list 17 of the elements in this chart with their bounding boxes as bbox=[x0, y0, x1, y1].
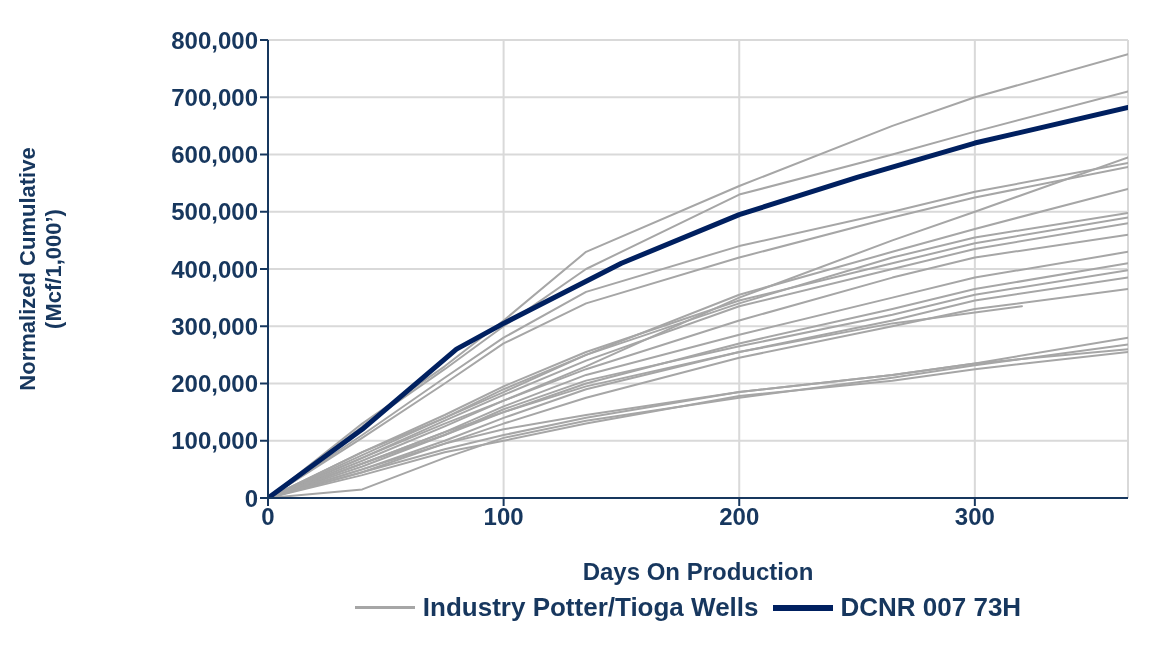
y-tick-label: 200,000 bbox=[171, 370, 258, 398]
legend-label: Industry Potter/Tioga Wells bbox=[422, 592, 759, 623]
y-axis-title: Normalized Cumulative (Mcf/1,000’) bbox=[15, 147, 66, 391]
y-tick-label: 500,000 bbox=[171, 198, 258, 226]
y-tick-label: 400,000 bbox=[171, 255, 258, 283]
legend-label: DCNR 007 73H bbox=[840, 592, 1022, 623]
y-tick-label: 0 bbox=[244, 484, 258, 512]
x-axis-title: Days On Production bbox=[582, 558, 814, 585]
x-tick-label: 0 bbox=[261, 503, 275, 531]
y-tick-label: 300,000 bbox=[171, 312, 258, 340]
y-tick-label: 100,000 bbox=[171, 427, 258, 455]
y-tick-label: 600,000 bbox=[171, 141, 258, 169]
x-tick-label: 300 bbox=[954, 503, 995, 531]
x-tick-label: 200 bbox=[719, 503, 760, 531]
y-tick-label: 800,000 bbox=[171, 26, 258, 54]
x-tick-label: 100 bbox=[483, 503, 524, 531]
y-tick-label: 700,000 bbox=[171, 83, 258, 111]
